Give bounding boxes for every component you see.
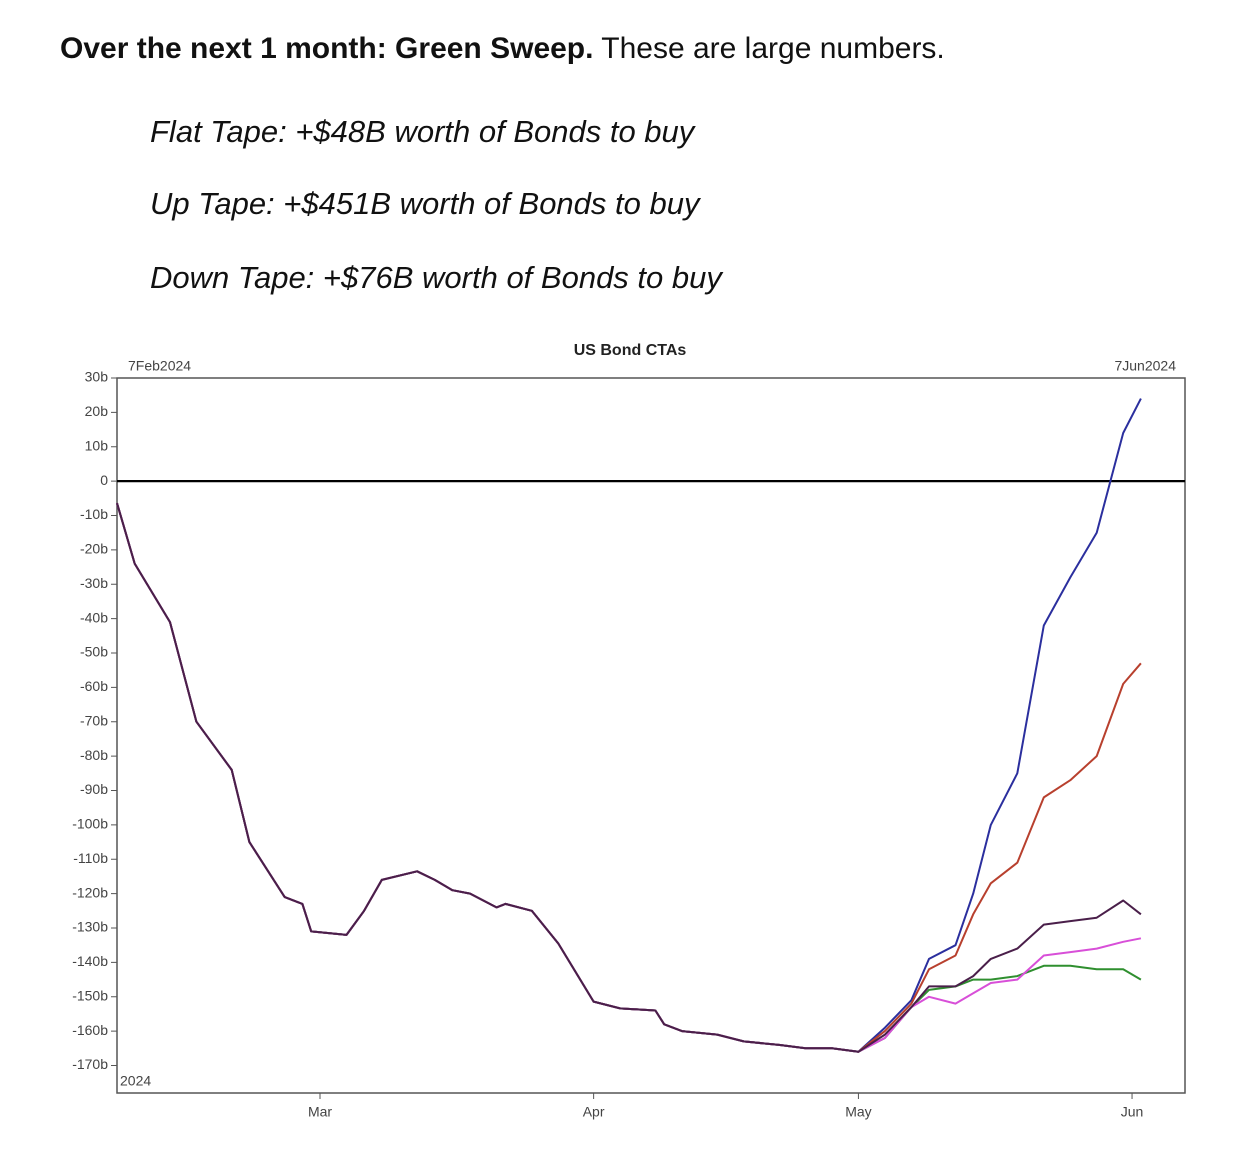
y-tick-label: -160b	[72, 1022, 108, 1038]
end-label: 7Jun2024	[1114, 358, 1176, 374]
series-line	[116, 398, 1142, 1053]
plot-frame	[116, 377, 1186, 1094]
y-tick-label: -150b	[72, 987, 108, 1003]
item: Down Tape: +$76B worth of Bonds to buy	[150, 260, 722, 295]
y-tick-label: 20b	[85, 403, 109, 419]
year-label: 2024	[120, 1073, 151, 1089]
y-tick-label: -100b	[72, 816, 108, 832]
x-tick-label: Jun	[1121, 1104, 1144, 1120]
y-tick-label: -60b	[80, 678, 108, 694]
series-line	[116, 502, 1142, 1053]
y-tick-label: -120b	[72, 884, 108, 900]
y-tick-label: -130b	[72, 919, 108, 935]
start-label: 7Feb2024	[128, 358, 191, 374]
x-tick-label: May	[845, 1104, 871, 1120]
y-tick-label: -140b	[72, 953, 108, 969]
chart: US Bond CTAs 7Feb2024 7Jun2024 2024 30b 2…	[72, 342, 1186, 1120]
series-line	[116, 502, 1142, 1053]
y-tick-label: 10b	[85, 437, 109, 453]
series-line	[116, 502, 1142, 1053]
series-line	[116, 502, 1142, 1053]
x-tick-label: Mar	[308, 1104, 332, 1120]
chart-title: US Bond CTAs	[574, 342, 687, 359]
item: Up Tape: +$451B worth of Bonds to buy	[150, 186, 700, 221]
y-tick-label: 30b	[85, 369, 109, 385]
y-tick-label: -90b	[80, 781, 108, 797]
y-tick-label: -50b	[80, 644, 108, 660]
y-tick-label: -170b	[72, 1056, 108, 1072]
y-tick-label: -30b	[80, 575, 108, 591]
y-tick-label: -40b	[80, 609, 108, 625]
y-tick-label: -70b	[80, 712, 108, 728]
item: Flat Tape: +$48B worth of Bonds to buy	[150, 114, 695, 149]
y-tick-label: -80b	[80, 747, 108, 763]
y-tick-label: -20b	[80, 541, 108, 557]
y-tick-label: -110b	[73, 850, 108, 866]
x-tick-label: Apr	[583, 1104, 605, 1120]
heading-bold: Over the next 1 month: Green Sweep.	[60, 32, 594, 65]
y-tick-label: 0	[100, 472, 108, 488]
y-tick-label: -10b	[80, 506, 108, 522]
heading-rest: These are large numbers.	[601, 32, 945, 65]
heading: Over the next 1 month: Green Sweep. Thes…	[60, 32, 945, 66]
